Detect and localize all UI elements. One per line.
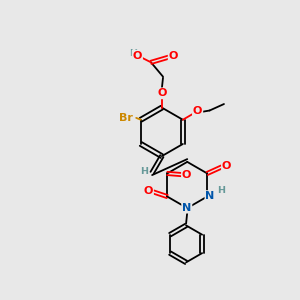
Text: O: O: [157, 88, 167, 98]
Text: N: N: [206, 191, 214, 201]
Text: N: N: [182, 202, 191, 213]
Text: Br: Br: [119, 113, 133, 123]
Text: H: H: [218, 186, 226, 195]
Text: H: H: [140, 167, 148, 176]
Text: O: O: [182, 169, 191, 180]
Text: O: O: [169, 51, 178, 61]
Text: O: O: [193, 106, 202, 116]
Text: O: O: [133, 51, 142, 61]
Text: O: O: [144, 185, 153, 196]
Text: O: O: [222, 160, 231, 171]
Text: H: H: [129, 49, 137, 58]
